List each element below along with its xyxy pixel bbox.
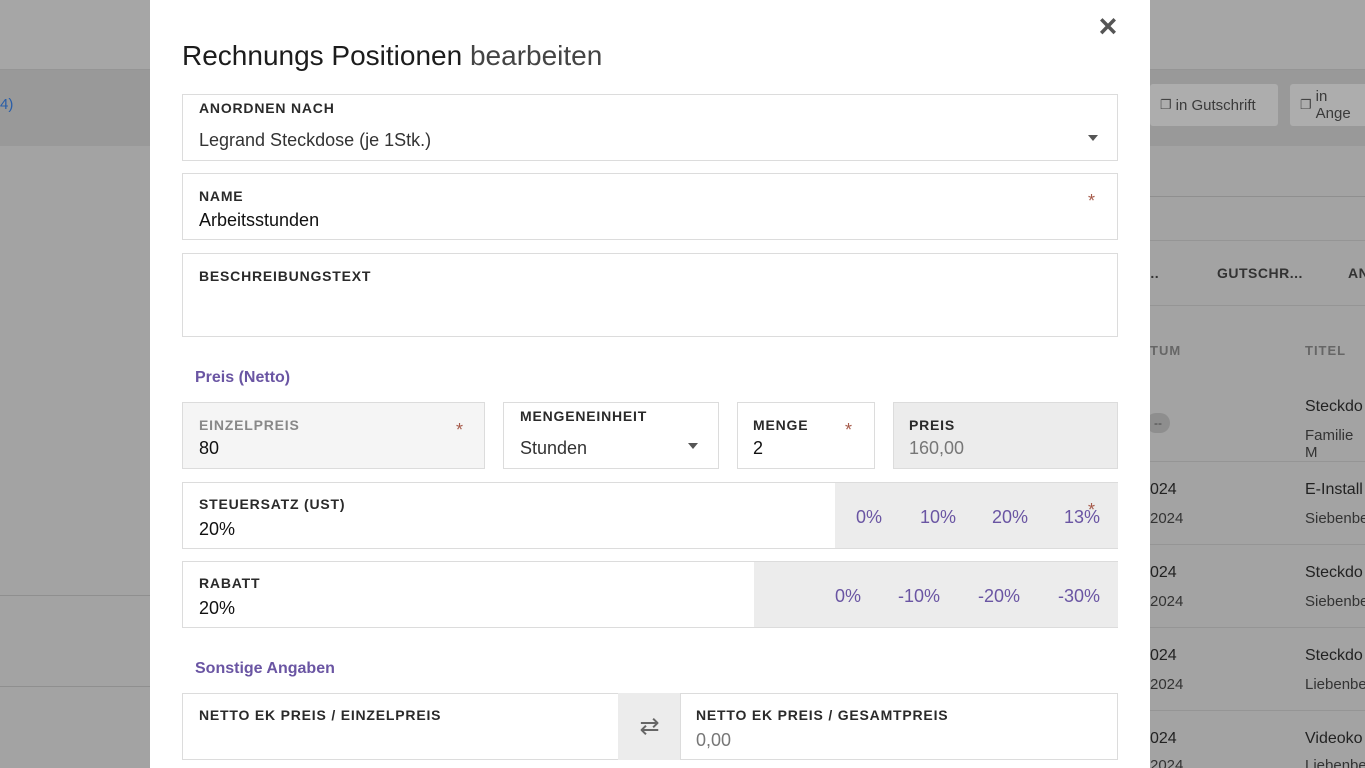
- discount-option-20[interactable]: -20%: [978, 586, 1021, 606]
- table-row[interactable]: [1150, 545, 1365, 628]
- tax-option-20[interactable]: 20%: [992, 507, 1029, 527]
- field-label: MENGE: [753, 417, 809, 433]
- table-row[interactable]: [1150, 378, 1365, 462]
- tax-option-0[interactable]: 0%: [856, 507, 883, 527]
- table-row[interactable]: [1150, 462, 1365, 545]
- field-value: Legrand Steckdose (je 1Stk.): [199, 130, 432, 150]
- tab-offers[interactable]: AN: [1348, 265, 1365, 281]
- close-icon[interactable]: ×: [1098, 8, 1118, 44]
- required-marker: *: [1088, 191, 1096, 211]
- name-field[interactable]: NAME Arbeitsstunden *: [182, 173, 1118, 240]
- discount-quick-options: 0% -10% -20% -30%: [754, 562, 1118, 627]
- chevron-down-icon: [1088, 135, 1098, 141]
- field-label: STEUERSATZ (UST): [199, 496, 346, 512]
- copy-icon: ❐: [1300, 97, 1312, 112]
- required-marker: *: [456, 420, 464, 440]
- unit-price-field[interactable]: EINZELPREIS 80 *: [182, 402, 485, 469]
- required-marker: *: [845, 420, 853, 440]
- row-customer: Liebenbe: [1305, 676, 1365, 693]
- table-row[interactable]: [1150, 628, 1365, 711]
- discount-option-0[interactable]: 0%: [835, 586, 862, 606]
- field-label: RABATT: [199, 575, 261, 591]
- row-date: 024: [1150, 647, 1177, 664]
- field-label: PREIS: [909, 417, 956, 433]
- column-header-date[interactable]: TUM: [1150, 343, 1182, 358]
- field-value: Stunden: [520, 438, 588, 458]
- field-value: 80: [199, 438, 220, 458]
- modal-title: Rechnungs Positionen bearbeiten: [182, 40, 602, 72]
- field-label: ANORDNEN NACH: [199, 100, 335, 116]
- background-link[interactable]: 4): [0, 96, 14, 113]
- tax-option-10[interactable]: 10%: [920, 507, 957, 527]
- tax-rate-quick-options: 0% 10% 20% 13% *: [835, 483, 1118, 548]
- divider: [0, 686, 150, 687]
- modal-title-suffix: bearbeiten: [469, 40, 603, 71]
- tax-rate-field[interactable]: STEUERSATZ (UST) 20% 0% 10% 20% 13% *: [182, 482, 1118, 549]
- row-title: Steckdo: [1305, 398, 1363, 415]
- quantity-field[interactable]: MENGE 2 *: [737, 402, 875, 469]
- field-value: Arbeitsstunden: [199, 210, 320, 230]
- column-header-title[interactable]: TITEL: [1305, 343, 1347, 358]
- swap-icon[interactable]: ⇄: [618, 693, 681, 760]
- row-customer: Familie M: [1305, 427, 1354, 461]
- arrange-after-select[interactable]: ANORDNEN NACH Legrand Steckdose (je 1Stk…: [182, 94, 1118, 161]
- edit-invoice-items-modal: Rechnungs Positionen bearbeiten × ANORDN…: [150, 0, 1150, 768]
- divider: [0, 595, 150, 596]
- tab-credit-notes[interactable]: GUTSCHR...: [1217, 265, 1303, 281]
- row-date: 024: [1150, 730, 1177, 747]
- field-label: NAME: [199, 188, 244, 204]
- row-date-secondary: 2024: [1150, 593, 1184, 610]
- net-purchase-total-price-field[interactable]: NETTO EK PREIS / GESAMTPREIS 0,00: [680, 693, 1118, 760]
- row-title: Steckdo: [1305, 564, 1363, 581]
- divider: [1150, 196, 1365, 197]
- row-date-secondary: 2024: [1150, 676, 1184, 693]
- row-customer: Liebenbe: [1305, 757, 1365, 768]
- field-value: 20%: [199, 519, 236, 539]
- copy-to-offer-button[interactable]: ❐ in Ange: [1290, 84, 1365, 126]
- unit-select[interactable]: MENGENEINHEIT Stunden: [503, 402, 719, 469]
- modal-title-main: Rechnungs Positionen: [182, 40, 463, 71]
- discount-field[interactable]: RABATT 20% 0% -10% -20% -30%: [182, 561, 1118, 628]
- section-other: Sonstige Angaben: [195, 660, 335, 677]
- section-price: Preis (Netto): [195, 369, 291, 386]
- field-label: NETTO EK PREIS / EINZELPREIS: [199, 707, 442, 723]
- field-value: 160,00: [909, 438, 965, 458]
- description-textarea[interactable]: BESCHREIBUNGSTEXT: [182, 253, 1118, 337]
- field-label: BESCHREIBUNGSTEXT: [199, 268, 372, 284]
- discount-option-30[interactable]: -30%: [1058, 586, 1101, 606]
- field-label: MENGENEINHEIT: [520, 408, 648, 424]
- status-badge: --: [1146, 413, 1170, 433]
- required-marker: *: [1088, 500, 1096, 520]
- row-customer: Siebenbe: [1305, 510, 1365, 527]
- copy-to-credit-note-button[interactable]: ❐ in Gutschrift: [1150, 84, 1278, 126]
- row-date: 024: [1150, 564, 1177, 581]
- field-label: EINZELPREIS: [199, 417, 300, 433]
- net-purchase-unit-price-field[interactable]: NETTO EK PREIS / EINZELPREIS: [182, 693, 619, 760]
- copy-icon: ❐: [1160, 97, 1172, 112]
- field-value: 2: [753, 438, 764, 458]
- field-value: 0,00: [696, 730, 732, 750]
- row-date: 024: [1150, 481, 1177, 498]
- row-title: Steckdo: [1305, 647, 1363, 664]
- chevron-down-icon: [688, 443, 698, 449]
- row-date-secondary: 2024: [1150, 510, 1184, 527]
- field-label: NETTO EK PREIS / GESAMTPREIS: [696, 707, 949, 723]
- discount-option-10[interactable]: -10%: [898, 586, 941, 606]
- row-date-secondary: 2024: [1150, 757, 1184, 768]
- row-title: Videoko: [1305, 730, 1363, 747]
- row-customer: Siebenbe: [1305, 593, 1365, 610]
- row-title: E-Install: [1305, 481, 1363, 498]
- total-price-field: PREIS 160,00: [893, 402, 1118, 469]
- field-value: 20%: [199, 598, 236, 618]
- tax-option-13[interactable]: 13%: [1064, 507, 1101, 527]
- document-tabs: [1150, 240, 1365, 306]
